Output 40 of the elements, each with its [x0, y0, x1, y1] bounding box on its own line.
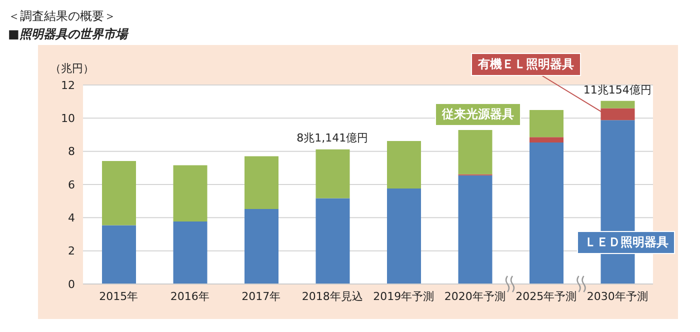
bar [387, 141, 421, 188]
y-tick-label: 6 [68, 178, 75, 192]
chart-title: ＜調査結果の概要＞ [8, 8, 117, 25]
series-label: 従来光源器具 [434, 103, 521, 126]
x-tick-label: 2019年予測 [373, 290, 434, 303]
y-tick-label: 12 [61, 78, 75, 92]
bar [387, 188, 421, 284]
bar [173, 165, 208, 222]
bar [530, 137, 564, 143]
x-tick-label: 2020年予測 [444, 290, 506, 303]
chart-subtitle: ■照明器具の世界市場 [8, 26, 130, 43]
bar [102, 225, 136, 284]
x-tick-label: 2015年 [99, 290, 138, 303]
x-tick-label: 2030年予測 [586, 290, 648, 303]
y-tick-label: 4 [68, 212, 75, 225]
text: 有機ＥＬ照明器具 [471, 53, 582, 76]
bar [316, 149, 350, 198]
y-axis-title: （兆円） [50, 61, 94, 76]
x-tick-label: 2018年見込 [302, 290, 363, 303]
y-tick-label: 0 [68, 278, 75, 291]
y-tick-label: 8 [68, 145, 75, 158]
x-tick-label: 2016年 [170, 290, 210, 303]
bar [458, 175, 492, 284]
x-tick-label: 2025年予測 [516, 290, 577, 303]
series-label: ＬＥＤ照明器具 [577, 230, 676, 254]
annotation: 8兆1,141億円 [296, 131, 368, 144]
bar [600, 108, 635, 120]
bar [244, 209, 278, 284]
bar [316, 198, 350, 284]
bar [530, 142, 564, 284]
bar [102, 160, 136, 226]
y-tick-label: 10 [61, 112, 75, 126]
bar [244, 156, 278, 210]
bar [458, 130, 492, 174]
y-tick-label: 2 [68, 244, 75, 258]
bar [530, 110, 564, 138]
bar [600, 100, 635, 108]
bar [173, 221, 208, 284]
x-tick-label: 2017年 [242, 290, 281, 303]
annotation: 11兆154億円 [583, 83, 652, 96]
